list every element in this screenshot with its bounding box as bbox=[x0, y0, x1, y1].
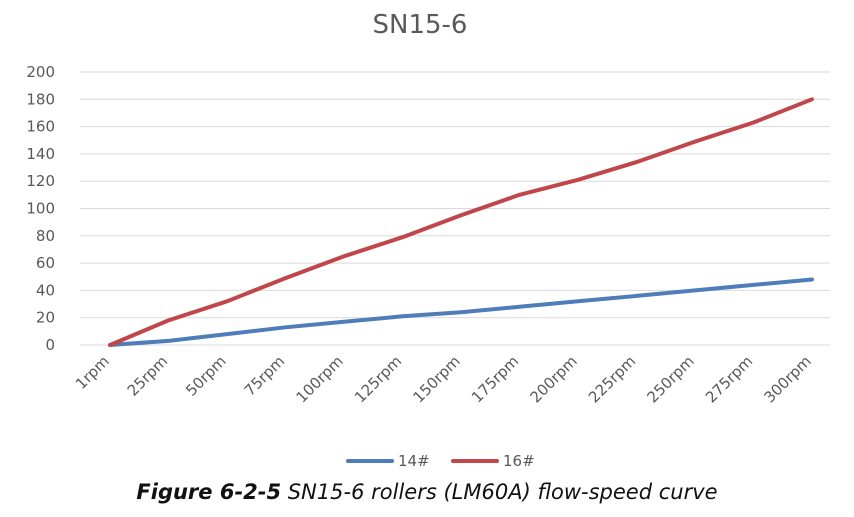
x-tick-label: 25rpm bbox=[124, 352, 172, 400]
x-axis-ticks: 1rpm 25rpm 50rpm 75rpm 100rpm 125rpm 150rpm 175… bbox=[72, 352, 815, 406]
y-tick-label: 160 bbox=[26, 118, 55, 136]
x-tick-label: 100rpm bbox=[292, 352, 346, 406]
x-tick-label: 1rpm bbox=[72, 352, 113, 393]
chart: SN15-6 0 20 40 60 80 100 120 140 160 180 200 1rpm 2… bbox=[26, 10, 830, 470]
chart-title: SN15-6 bbox=[373, 10, 468, 40]
legend-label-2: 16# bbox=[503, 452, 535, 470]
x-tick-label: 300rpm bbox=[760, 352, 814, 406]
x-tick-label: 175rpm bbox=[468, 352, 522, 406]
caption-label: Figure 6-2-5 bbox=[136, 480, 282, 504]
y-tick-label: 20 bbox=[36, 309, 55, 327]
y-tick-label: 40 bbox=[36, 281, 55, 299]
series-line-1 bbox=[108, 277, 814, 347]
y-tick-label: 0 bbox=[45, 336, 55, 354]
x-tick-label: 125rpm bbox=[351, 352, 405, 406]
y-tick-label: 140 bbox=[26, 145, 55, 163]
y-tick-label: 120 bbox=[26, 172, 55, 190]
series-line-2 bbox=[108, 97, 814, 347]
legend-label-1: 14# bbox=[398, 452, 430, 470]
caption-text: SN15-6 rollers (LM60A) flow-speed curve bbox=[281, 480, 718, 504]
y-tick-label: 60 bbox=[36, 254, 55, 272]
y-tick-label: 180 bbox=[26, 90, 55, 108]
x-tick-label: 50rpm bbox=[182, 352, 230, 400]
grid-layer bbox=[80, 71, 830, 346]
legend: 14# 16# bbox=[346, 452, 535, 470]
series-layer bbox=[108, 97, 814, 347]
y-tick-label: 80 bbox=[36, 227, 55, 245]
y-tick-label: 200 bbox=[26, 63, 55, 81]
x-tick-label: 150rpm bbox=[409, 352, 463, 406]
x-tick-label: 75rpm bbox=[241, 352, 289, 400]
figure-caption: Figure 6-2-5 SN15-6 rollers (LM60A) flow… bbox=[0, 480, 854, 504]
x-tick-label: 275rpm bbox=[702, 352, 756, 406]
x-tick-label: 225rpm bbox=[585, 352, 639, 406]
y-axis-ticks: 0 20 40 60 80 100 120 140 160 180 200 bbox=[26, 63, 55, 354]
y-tick-label: 100 bbox=[26, 200, 55, 218]
x-tick-label: 200rpm bbox=[526, 352, 580, 406]
x-tick-label: 250rpm bbox=[643, 352, 697, 406]
